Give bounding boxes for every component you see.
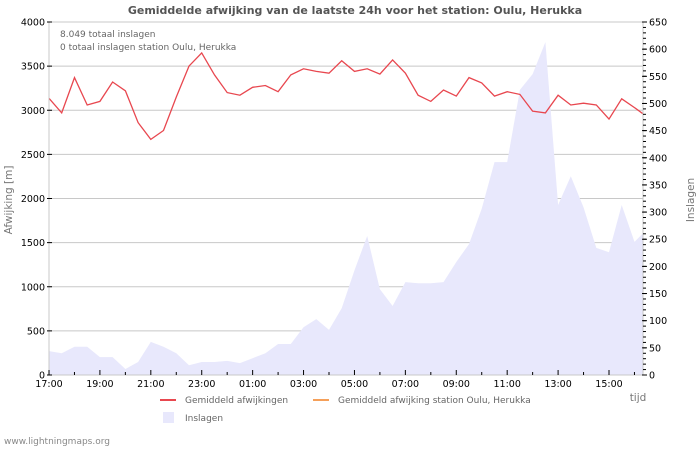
station-strikes-annotation: 0 totaal inslagen station Oulu, Herukka — [60, 43, 236, 53]
svg-text:500: 500 — [649, 99, 667, 110]
legend-label-strikes: Inslagen — [185, 414, 223, 424]
strikes-area — [49, 42, 643, 375]
svg-text:450: 450 — [649, 126, 667, 137]
svg-text:150: 150 — [649, 289, 667, 300]
svg-text:2000: 2000 — [21, 194, 45, 205]
svg-text:0: 0 — [649, 371, 655, 382]
svg-text:21:00: 21:00 — [137, 379, 164, 390]
svg-text:50: 50 — [649, 343, 661, 354]
svg-text:400: 400 — [649, 153, 667, 164]
svg-text:09:00: 09:00 — [443, 379, 470, 390]
svg-text:19:00: 19:00 — [86, 379, 113, 390]
deviation-line — [48, 51, 644, 141]
svg-text:350: 350 — [649, 180, 667, 191]
svg-text:600: 600 — [649, 45, 667, 56]
svg-text:3500: 3500 — [21, 62, 45, 73]
legend-swatch-deviation — [160, 399, 176, 401]
svg-text:05:00: 05:00 — [341, 379, 368, 390]
svg-text:3000: 3000 — [21, 106, 45, 117]
svg-text:250: 250 — [649, 235, 667, 246]
axes: 0 500 1000 1500 2000 2500 3000 3500 4000 0 50 100 15… — [21, 18, 667, 391]
total-strikes-annotation: 8.049 totaal inslagen — [60, 30, 155, 40]
gridlines — [49, 21, 643, 332]
svg-text:17:00: 17:00 — [35, 379, 62, 390]
svg-text:23:00: 23:00 — [188, 379, 215, 390]
svg-text:650: 650 — [649, 18, 667, 29]
svg-text:1500: 1500 — [21, 238, 45, 249]
svg-text:11:00: 11:00 — [493, 379, 520, 390]
svg-text:300: 300 — [649, 208, 667, 219]
legend-swatch-strikes — [163, 412, 174, 423]
y-axis-label: Afwijking [m] — [3, 166, 15, 235]
svg-text:4000: 4000 — [21, 18, 45, 29]
svg-text:15:00: 15:00 — [595, 379, 622, 390]
svg-text:550: 550 — [649, 72, 667, 83]
footer-link[interactable]: www.lightningmaps.org — [4, 437, 110, 447]
svg-text:500: 500 — [27, 326, 45, 337]
svg-text:0: 0 — [39, 371, 45, 382]
svg-text:07:00: 07:00 — [392, 379, 419, 390]
svg-text:13:00: 13:00 — [544, 379, 571, 390]
svg-text:100: 100 — [649, 316, 667, 327]
svg-text:1000: 1000 — [21, 282, 45, 293]
y2-axis-label: Inslagen — [685, 178, 697, 222]
legend: Gemiddeld afwijkingen Gemiddeld afwijkin… — [160, 396, 531, 424]
svg-text:03:00: 03:00 — [290, 379, 317, 390]
legend-label-deviation: Gemiddeld afwijkingen — [185, 396, 288, 406]
legend-swatch-station — [313, 399, 329, 401]
svg-text:2500: 2500 — [21, 150, 45, 161]
x-axis-label: tijd — [630, 392, 647, 404]
svg-text:01:00: 01:00 — [239, 379, 266, 390]
svg-text:200: 200 — [649, 262, 667, 273]
legend-label-station: Gemiddeld afwijking station Oulu, Herukk… — [338, 396, 531, 406]
chart-title: Gemiddelde afwijking van de laatste 24h … — [128, 4, 582, 17]
